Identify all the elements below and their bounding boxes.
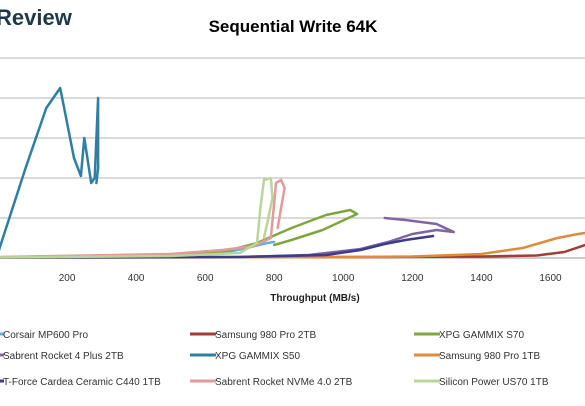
x-axis: 200 400 600 800 1000 1200 1400 1600 bbox=[59, 273, 562, 284]
series-line-2 bbox=[0, 208, 359, 259]
legend-label: Sabrent Rocket NVMe 4.0 2TB bbox=[215, 377, 353, 388]
x-tick-label: 1600 bbox=[539, 273, 562, 284]
series-line-6 bbox=[0, 234, 435, 259]
x-tick-label: 1200 bbox=[401, 273, 424, 284]
legend-label: T-Force Cardea Ceramic C440 1TB bbox=[3, 377, 161, 388]
x-tick-label: 800 bbox=[266, 273, 283, 284]
legend: Corsair MP600 Pro Samsung 980 Pro 2TB XPG … bbox=[0, 330, 549, 388]
legend-label: Corsair MP600 Pro bbox=[3, 330, 88, 341]
x-tick-label: 400 bbox=[128, 273, 145, 284]
legend-label: XPG GAMMIX S50 bbox=[215, 351, 300, 362]
legend-label: Samsung 980 Pro 2TB bbox=[215, 330, 316, 341]
x-tick-label: 200 bbox=[59, 273, 76, 284]
series-line-8 bbox=[0, 176, 274, 259]
chart-title: Sequential Write 64K bbox=[209, 17, 379, 36]
series-group bbox=[0, 86, 585, 259]
x-axis-label: Throughput (MB/s) bbox=[270, 293, 359, 304]
x-tick-label: 1000 bbox=[332, 273, 355, 284]
series-line-5 bbox=[0, 231, 585, 259]
brand-wordmark: Review bbox=[0, 5, 73, 30]
legend-label: XPG GAMMIX S70 bbox=[439, 330, 524, 341]
x-tick-label: 1400 bbox=[470, 273, 493, 284]
legend-label: Silicon Power US70 1TB bbox=[439, 377, 549, 388]
x-tick-label: 600 bbox=[197, 273, 214, 284]
series-line-4 bbox=[0, 86, 100, 251]
legend-label: Sabrent Rocket 4 Plus 2TB bbox=[3, 351, 124, 362]
legend-label: Samsung 980 Pro 1TB bbox=[439, 351, 540, 362]
series-line-7 bbox=[0, 178, 286, 259]
